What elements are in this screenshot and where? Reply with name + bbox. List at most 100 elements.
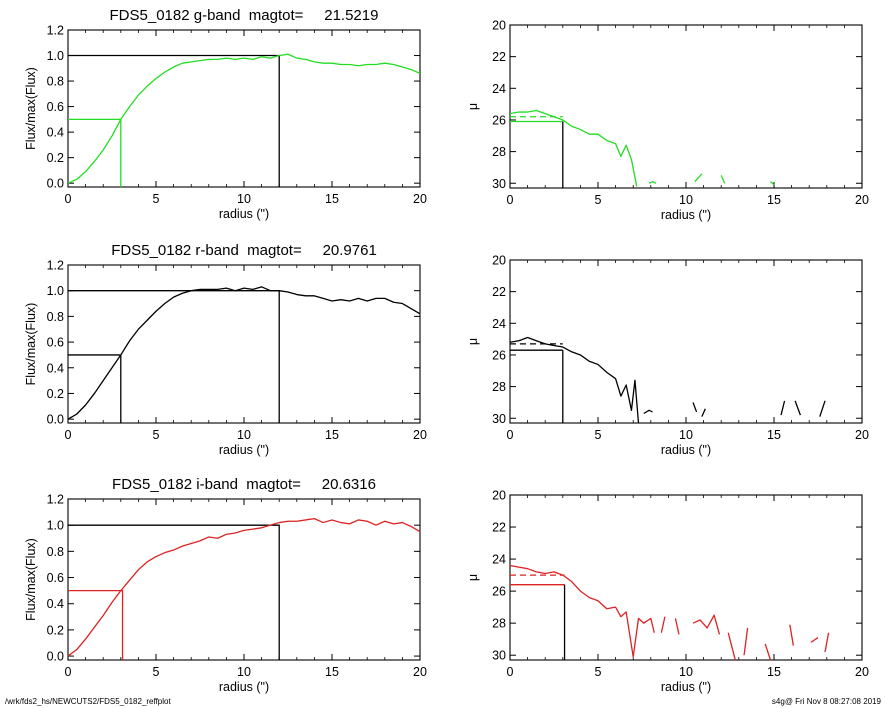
x-tick-label: 20 <box>413 665 427 679</box>
x-tick-label: 15 <box>767 193 781 207</box>
y-tick-label: 1.2 <box>47 493 64 507</box>
y-tick-label: 20 <box>492 254 506 268</box>
x-tick-label: 10 <box>237 428 251 442</box>
x-tick-label: 0 <box>65 428 72 442</box>
y-tick-label: 0.4 <box>47 361 64 375</box>
profile-line <box>694 173 703 183</box>
x-axis-label: radius (") <box>219 680 269 694</box>
profile-line <box>824 632 830 653</box>
profile-line <box>764 643 772 661</box>
y-tick-label: 28 <box>492 617 506 631</box>
profile-line <box>692 402 698 413</box>
y-tick-label: 0.2 <box>47 151 64 165</box>
reference-line <box>68 54 280 187</box>
y-tick-label: 0.6 <box>47 571 64 585</box>
y-tick-label: 0.0 <box>47 413 64 427</box>
y-tick-label: 0.8 <box>47 310 64 324</box>
profile-line <box>770 181 775 186</box>
profile-line <box>643 409 653 415</box>
plot-frame <box>509 494 863 661</box>
x-tick-label: 10 <box>679 665 693 679</box>
x-tick-label: 0 <box>507 428 514 442</box>
x-tick-label: 10 <box>679 193 693 207</box>
panel-title: FDS5_0182 r-band magtot= 20.9761 <box>111 242 377 259</box>
reference-line <box>68 589 124 660</box>
x-tick-label: 5 <box>595 193 602 207</box>
profile-line <box>780 400 786 416</box>
y-tick-label: 0.2 <box>47 387 64 401</box>
x-tick-label: 0 <box>507 193 514 207</box>
y-tick-label: 1.0 <box>47 519 64 533</box>
profile-line <box>743 627 749 656</box>
y-tick-label: 0.4 <box>47 126 64 140</box>
panel-title: FDS5_0182 i-band magtot= 20.6316 <box>112 476 376 493</box>
panel-g-flux: 0 5 10 15 20 0.0 0.2 0.4 0.6 0.8 1.0 1.2 FDS5_0182 g… <box>24 7 427 221</box>
x-tick-label: 20 <box>855 665 869 679</box>
y-tick-label: 0.2 <box>47 623 64 637</box>
y-axis-label: μ <box>466 103 480 110</box>
y-tick-label: 26 <box>492 348 506 362</box>
x-tick-label: 15 <box>767 428 781 442</box>
x-tick-label: 0 <box>507 665 514 679</box>
profile-line <box>720 175 726 184</box>
x-tick-label: 15 <box>767 665 781 679</box>
profile-line <box>692 614 721 635</box>
profile-line <box>67 286 421 420</box>
reference-line <box>68 524 280 660</box>
y-axis-label: Flux/max(Flux) <box>24 538 38 621</box>
x-tick-label: 0 <box>65 192 72 206</box>
y-tick-label: 1.0 <box>47 284 64 298</box>
y-tick-label: 0.6 <box>47 100 64 114</box>
panel-title: FDS5_0182 g-band magtot= 21.5219 <box>110 7 379 24</box>
x-tick-label: 5 <box>153 428 160 442</box>
profile-line <box>648 181 657 184</box>
y-tick-label: 30 <box>492 649 506 663</box>
x-tick-label: 15 <box>325 192 339 206</box>
footer-path: /wrk/fds2_hs/NEWCUTS2/FDS5_0182_reffplot <box>5 697 171 706</box>
profile-line <box>727 632 736 661</box>
reference-line <box>68 118 122 187</box>
profile-line <box>674 618 680 635</box>
y-tick-label: 22 <box>492 50 506 64</box>
x-axis-label: radius (") <box>219 207 269 221</box>
x-axis-label: radius (") <box>661 208 711 222</box>
x-tick-label: 5 <box>595 665 602 679</box>
y-tick-label: 0.4 <box>47 597 64 611</box>
y-tick-label: 26 <box>492 113 506 127</box>
y-tick-label: 1.2 <box>47 259 64 273</box>
x-axis-label: radius (") <box>219 443 269 457</box>
panel-r-flux: 0 5 10 15 20 0.0 0.2 0.4 0.6 0.8 1.0 1.2 FDS5_0182 r… <box>24 242 427 457</box>
y-tick-label: 0.0 <box>47 650 64 664</box>
y-tick-label: 30 <box>492 177 506 191</box>
y-tick-label: 22 <box>492 285 506 299</box>
y-tick-label: 24 <box>492 82 506 96</box>
y-tick-label: 28 <box>492 145 506 159</box>
y-tick-label: 28 <box>492 380 506 394</box>
reference-line <box>68 290 280 423</box>
profile-line <box>794 400 802 416</box>
plot-frame <box>67 498 421 661</box>
profile-line <box>810 637 819 643</box>
y-tick-label: 24 <box>492 553 506 567</box>
profile-line <box>67 517 421 657</box>
y-axis-label: μ <box>466 338 480 345</box>
y-tick-label: 26 <box>492 585 506 599</box>
profile-line <box>660 616 666 633</box>
panel-r-mu: 0 5 10 15 20 20 22 24 26 28 30 radius (") μ <box>466 254 869 458</box>
footer-timestamp: s4g@ Fri Nov 8 08:27:08 2019 <box>771 697 881 706</box>
x-tick-label: 10 <box>679 428 693 442</box>
y-tick-label: 1.2 <box>47 24 64 38</box>
x-tick-label: 0 <box>65 665 72 679</box>
profile-line <box>67 53 421 184</box>
y-tick-label: 0.8 <box>47 75 64 89</box>
y-tick-label: 24 <box>492 317 506 331</box>
panel-g-mu: 0 5 10 15 20 20 22 24 26 28 30 radius (") μ <box>466 19 869 223</box>
x-tick-label: 5 <box>595 428 602 442</box>
x-tick-label: 10 <box>237 192 251 206</box>
x-tick-label: 15 <box>325 428 339 442</box>
y-tick-label: 20 <box>492 489 506 503</box>
x-tick-label: 20 <box>855 428 869 442</box>
y-axis-label: Flux/max(Flux) <box>24 303 38 386</box>
profile-line <box>509 336 640 424</box>
